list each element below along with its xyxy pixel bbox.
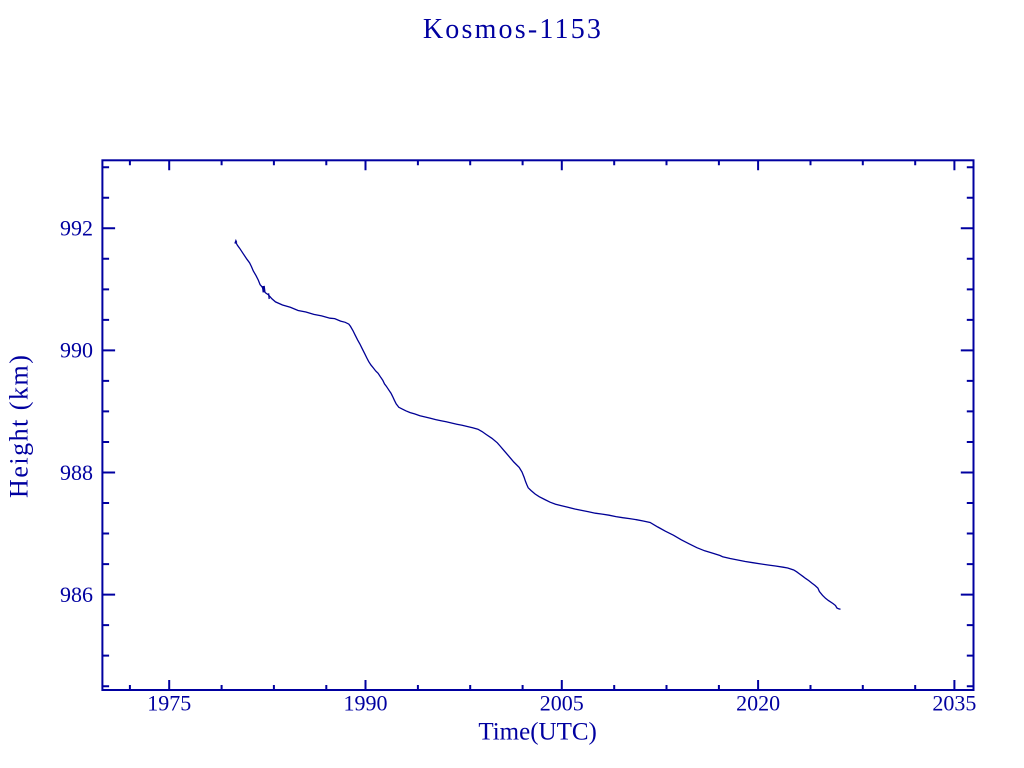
svg-text:988: 988 (60, 460, 93, 485)
svg-text:992: 992 (60, 216, 93, 241)
svg-text:Height (km): Height (km) (5, 354, 34, 498)
svg-text:2005: 2005 (540, 691, 584, 716)
svg-text:990: 990 (60, 338, 93, 363)
svg-text:Time(UTC): Time(UTC) (478, 719, 597, 746)
svg-text:2035: 2035 (932, 691, 976, 716)
svg-text:2020: 2020 (736, 691, 780, 716)
svg-text:986: 986 (60, 582, 93, 607)
svg-text:1990: 1990 (344, 691, 388, 716)
svg-text:Kosmos-1153: Kosmos-1153 (423, 14, 603, 45)
svg-text:1975: 1975 (147, 691, 191, 716)
